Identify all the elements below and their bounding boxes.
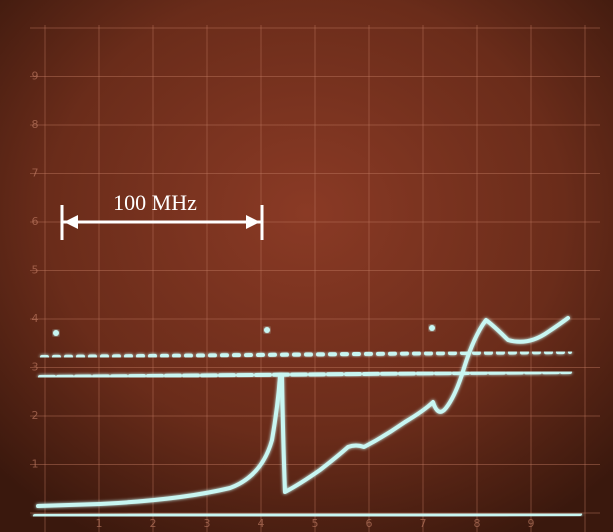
x-label: 4 [258,517,265,530]
marker-dot [429,325,435,331]
y-label: 3 [32,361,39,374]
marker-dot [53,330,59,336]
x-label: 1 [96,517,103,530]
x-label: 7 [420,517,427,530]
scope-screen: 1 2 3 4 5 6 7 8 9 1 2 3 4 5 6 7 8 9 100 MHz [0,0,613,532]
y-label: 7 [32,167,39,180]
x-label: 9 [528,517,535,530]
background [0,0,613,532]
y-label: 6 [32,215,39,228]
x-label: 5 [312,517,319,530]
y-label: 4 [32,312,39,325]
x-label: 8 [474,517,481,530]
x-label: 6 [366,517,373,530]
span-label: 100 MHz [113,190,197,215]
x-label: 3 [204,517,211,530]
y-label: 5 [32,264,39,277]
y-label: 9 [32,70,39,83]
marker-dot [264,327,270,333]
y-label: 2 [32,409,39,422]
baseline-trace [35,514,580,516]
y-label: 8 [32,118,39,131]
x-label: 2 [150,517,157,530]
y-label: 1 [32,458,39,471]
